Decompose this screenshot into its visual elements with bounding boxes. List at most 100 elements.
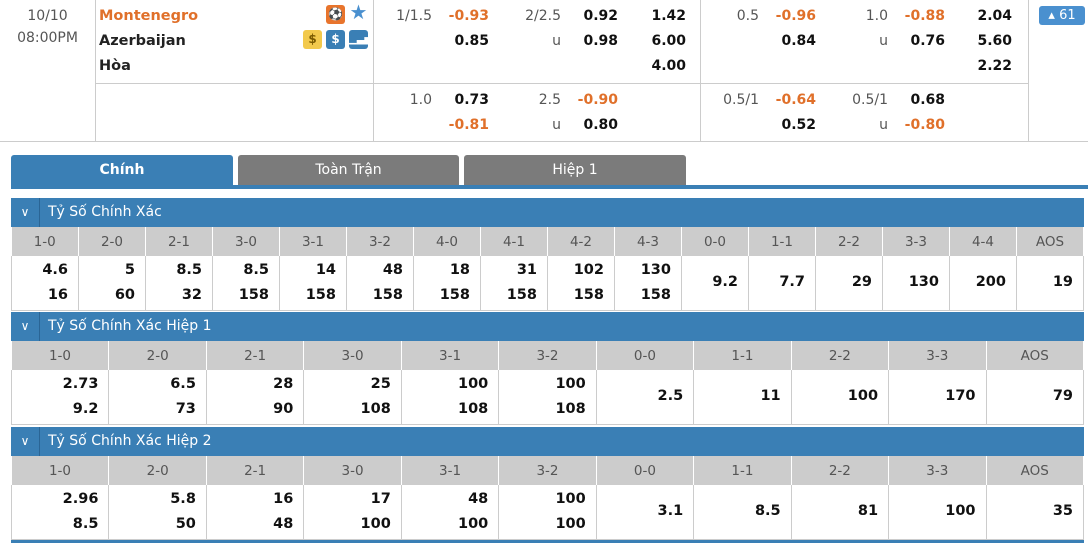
away-odds[interactable]: 32	[181, 286, 202, 303]
score-odds-cell[interactable]: 100 108	[401, 370, 500, 425]
tab-hiep-1[interactable]: Hiệp 1	[464, 155, 686, 185]
odds-value[interactable]: -0.64	[775, 92, 816, 108]
away-odds[interactable]: 158	[238, 286, 269, 303]
score-odds-cell[interactable]: 130	[882, 256, 950, 311]
home-odds[interactable]: 100	[555, 490, 586, 507]
odds-value[interactable]: 1.42	[651, 8, 686, 24]
away-odds[interactable]: 50	[175, 515, 196, 532]
odds-value[interactable]: -0.93	[448, 8, 489, 24]
score-odds-cell[interactable]: 17 100	[303, 485, 402, 540]
away-odds[interactable]: 158	[506, 286, 537, 303]
score-odds-cell[interactable]: 8.5	[693, 485, 792, 540]
score-odds-cell[interactable]: 100 100	[498, 485, 597, 540]
score-odds-cell[interactable]: 81	[791, 485, 890, 540]
score-odds-cell[interactable]: 5 60	[78, 256, 146, 311]
odds-value[interactable]: 2.04	[977, 8, 1012, 24]
star-icon[interactable]: ★	[349, 0, 368, 24]
away-odds[interactable]: 108	[457, 400, 489, 417]
home-odds[interactable]: 170	[945, 388, 976, 405]
home-odds[interactable]: 48	[382, 261, 403, 278]
odds-value[interactable]: 0.85	[454, 33, 489, 49]
money-circle-icon[interactable]: $	[303, 30, 322, 49]
home-odds[interactable]: 4.6	[42, 261, 68, 278]
odds-value[interactable]: -0.96	[775, 8, 816, 24]
away-odds[interactable]: 100	[555, 515, 586, 532]
away-odds[interactable]: 9.2	[72, 400, 99, 417]
away-odds[interactable]: 60	[114, 286, 135, 303]
home-odds[interactable]: 31	[516, 261, 537, 278]
away-odds[interactable]: 108	[360, 400, 391, 417]
score-odds-cell[interactable]: 4.6 16	[11, 256, 79, 311]
odds-value[interactable]: 0.52	[781, 117, 816, 133]
score-odds-cell[interactable]: 100	[791, 370, 890, 425]
score-odds-cell[interactable]: 3.1	[596, 485, 695, 540]
home-odds[interactable]: 100	[847, 388, 879, 405]
home-odds[interactable]: 2.73	[62, 375, 99, 392]
home-odds[interactable]: 3.1	[657, 503, 684, 520]
home-odds[interactable]: 100	[555, 375, 586, 392]
away-odds[interactable]: 158	[305, 286, 336, 303]
dollar-icon[interactable]: $	[326, 30, 345, 49]
score-odds-cell[interactable]: 102 158	[547, 256, 615, 311]
away-odds[interactable]: 90	[273, 400, 294, 417]
odds-value[interactable]: 2.22	[977, 58, 1012, 74]
score-odds-cell[interactable]: 100	[888, 485, 987, 540]
score-odds-cell[interactable]: 5.8 50	[108, 485, 207, 540]
away-odds[interactable]: 158	[573, 286, 604, 303]
away-odds[interactable]: 16	[47, 286, 68, 303]
score-odds-cell[interactable]: 8.5 158	[212, 256, 280, 311]
home-odds[interactable]: 102	[573, 261, 604, 278]
away-odds[interactable]: 158	[372, 286, 403, 303]
home-odds[interactable]: 9.2	[712, 274, 738, 291]
odds-value[interactable]: -0.88	[904, 8, 945, 24]
score-odds-cell[interactable]: 2.5	[596, 370, 695, 425]
score-odds-cell[interactable]: 11	[693, 370, 792, 425]
home-odds[interactable]: 130	[640, 261, 671, 278]
home-odds[interactable]: 35	[1052, 503, 1073, 520]
score-odds-cell[interactable]: 6.5 73	[108, 370, 207, 425]
stats-icon[interactable]: ▁▃▅	[349, 30, 372, 49]
odds-value[interactable]: -0.81	[448, 117, 489, 133]
home-odds[interactable]: 8.5	[243, 261, 269, 278]
score-odds-cell[interactable]: 35	[986, 485, 1085, 540]
tab-chinh[interactable]: Chính	[11, 155, 233, 189]
home-odds[interactable]: 100	[457, 375, 489, 392]
home-odds[interactable]: 14	[315, 261, 336, 278]
score-odds-cell[interactable]: 2.96 8.5	[10, 485, 110, 540]
home-odds[interactable]: 130	[908, 274, 939, 291]
section-header[interactable]: ∨ Tỷ Số Chính Xác Hiệp 2	[11, 427, 1084, 456]
score-odds-cell[interactable]: 79	[986, 370, 1085, 425]
home-odds[interactable]: 7.7	[779, 274, 805, 291]
odds-value[interactable]: -0.80	[904, 117, 945, 133]
chevron-down-icon[interactable]: ∨	[11, 198, 40, 227]
home-odds[interactable]: 6.5	[170, 375, 196, 392]
home-odds[interactable]: 79	[1052, 388, 1073, 405]
home-odds[interactable]: 25	[370, 375, 391, 392]
score-odds-cell[interactable]: 9.2	[681, 256, 749, 311]
away-odds[interactable]: 158	[439, 286, 470, 303]
home-odds[interactable]: 81	[857, 503, 879, 520]
score-odds-cell[interactable]: 18 158	[413, 256, 481, 311]
odds-value[interactable]: 4.00	[651, 58, 686, 74]
home-odds[interactable]: 2.5	[657, 388, 684, 405]
odds-value[interactable]: 0.92	[583, 8, 618, 24]
away-odds[interactable]: 48	[273, 515, 294, 532]
home-team[interactable]: Montenegro	[99, 8, 199, 24]
score-odds-cell[interactable]: 16 48	[206, 485, 305, 540]
score-odds-cell[interactable]: 19	[1016, 256, 1084, 311]
home-odds[interactable]: 48	[468, 490, 489, 507]
home-odds[interactable]: 29	[851, 274, 872, 291]
home-odds[interactable]: 8.5	[176, 261, 202, 278]
more-markets-button[interactable]: ▴ 61	[1039, 6, 1085, 25]
home-odds[interactable]: 16	[273, 490, 294, 507]
away-odds[interactable]: 108	[555, 400, 586, 417]
odds-value[interactable]: 5.60	[977, 33, 1012, 49]
away-odds[interactable]: 100	[457, 515, 489, 532]
odds-value[interactable]: 0.80	[583, 117, 618, 133]
odds-value[interactable]: 0.73	[454, 92, 489, 108]
score-odds-cell[interactable]: 170	[888, 370, 987, 425]
score-odds-cell[interactable]: 25 108	[303, 370, 402, 425]
home-odds[interactable]: 19	[1052, 274, 1073, 291]
chevron-down-icon[interactable]: ∨	[11, 427, 40, 456]
score-odds-cell[interactable]: 130 158	[614, 256, 682, 311]
